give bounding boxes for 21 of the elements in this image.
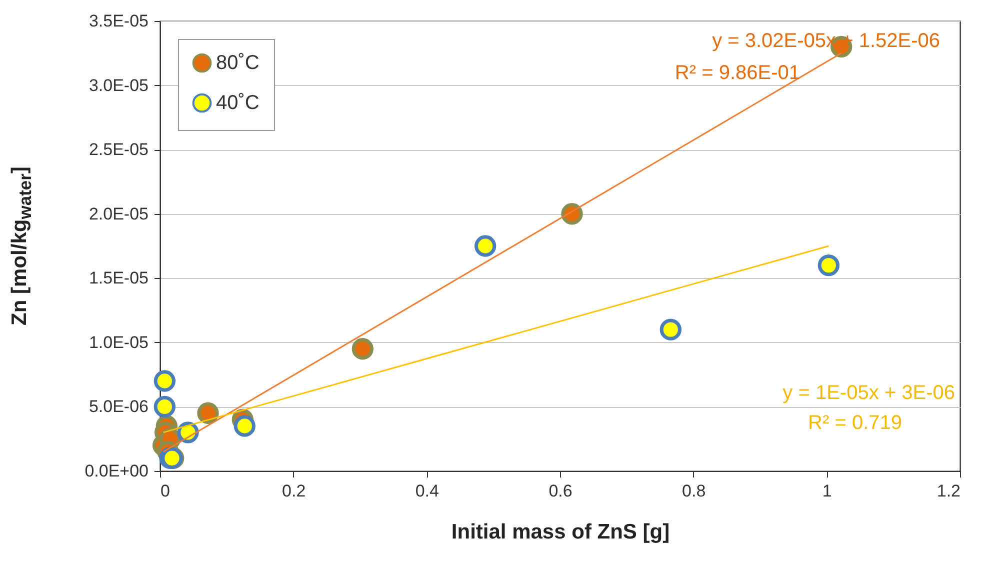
x-tick-label: 0.2: [282, 482, 306, 500]
x-tick-label: 0: [160, 482, 170, 500]
y-tick-label: 1.0E-05: [88, 332, 148, 352]
annotation: y = 1E-05x + 3E-06: [782, 382, 955, 404]
x-tick-label: 1: [822, 482, 832, 500]
x-tick-label: 0.8: [682, 482, 706, 500]
y-tick-label: 2.5E-05: [88, 140, 148, 160]
y-tick-label: 1.5E-05: [88, 268, 148, 288]
x-tick-label: 1.2: [936, 482, 960, 500]
x-axis-title: Initial mass of ZnS [g]: [451, 520, 670, 544]
y-tick-label: 0.0E+00: [84, 462, 148, 480]
y-tick-label: 3.5E-05: [88, 12, 148, 30]
legend-label: 40˚C: [216, 92, 260, 114]
y-tick-label: 3.0E-05: [88, 76, 148, 95]
x-tick-label: 0.4: [415, 482, 439, 500]
annotation: R² = 0.719: [808, 412, 902, 434]
y-tick-label: 5.0E-06: [88, 397, 148, 416]
legend-label: 80˚C: [216, 52, 260, 74]
x-tick-label: 0.6: [548, 482, 572, 500]
y-tick-label: 2.0E-05: [88, 204, 148, 224]
annotation: R² = 9.86E-01: [674, 62, 800, 84]
